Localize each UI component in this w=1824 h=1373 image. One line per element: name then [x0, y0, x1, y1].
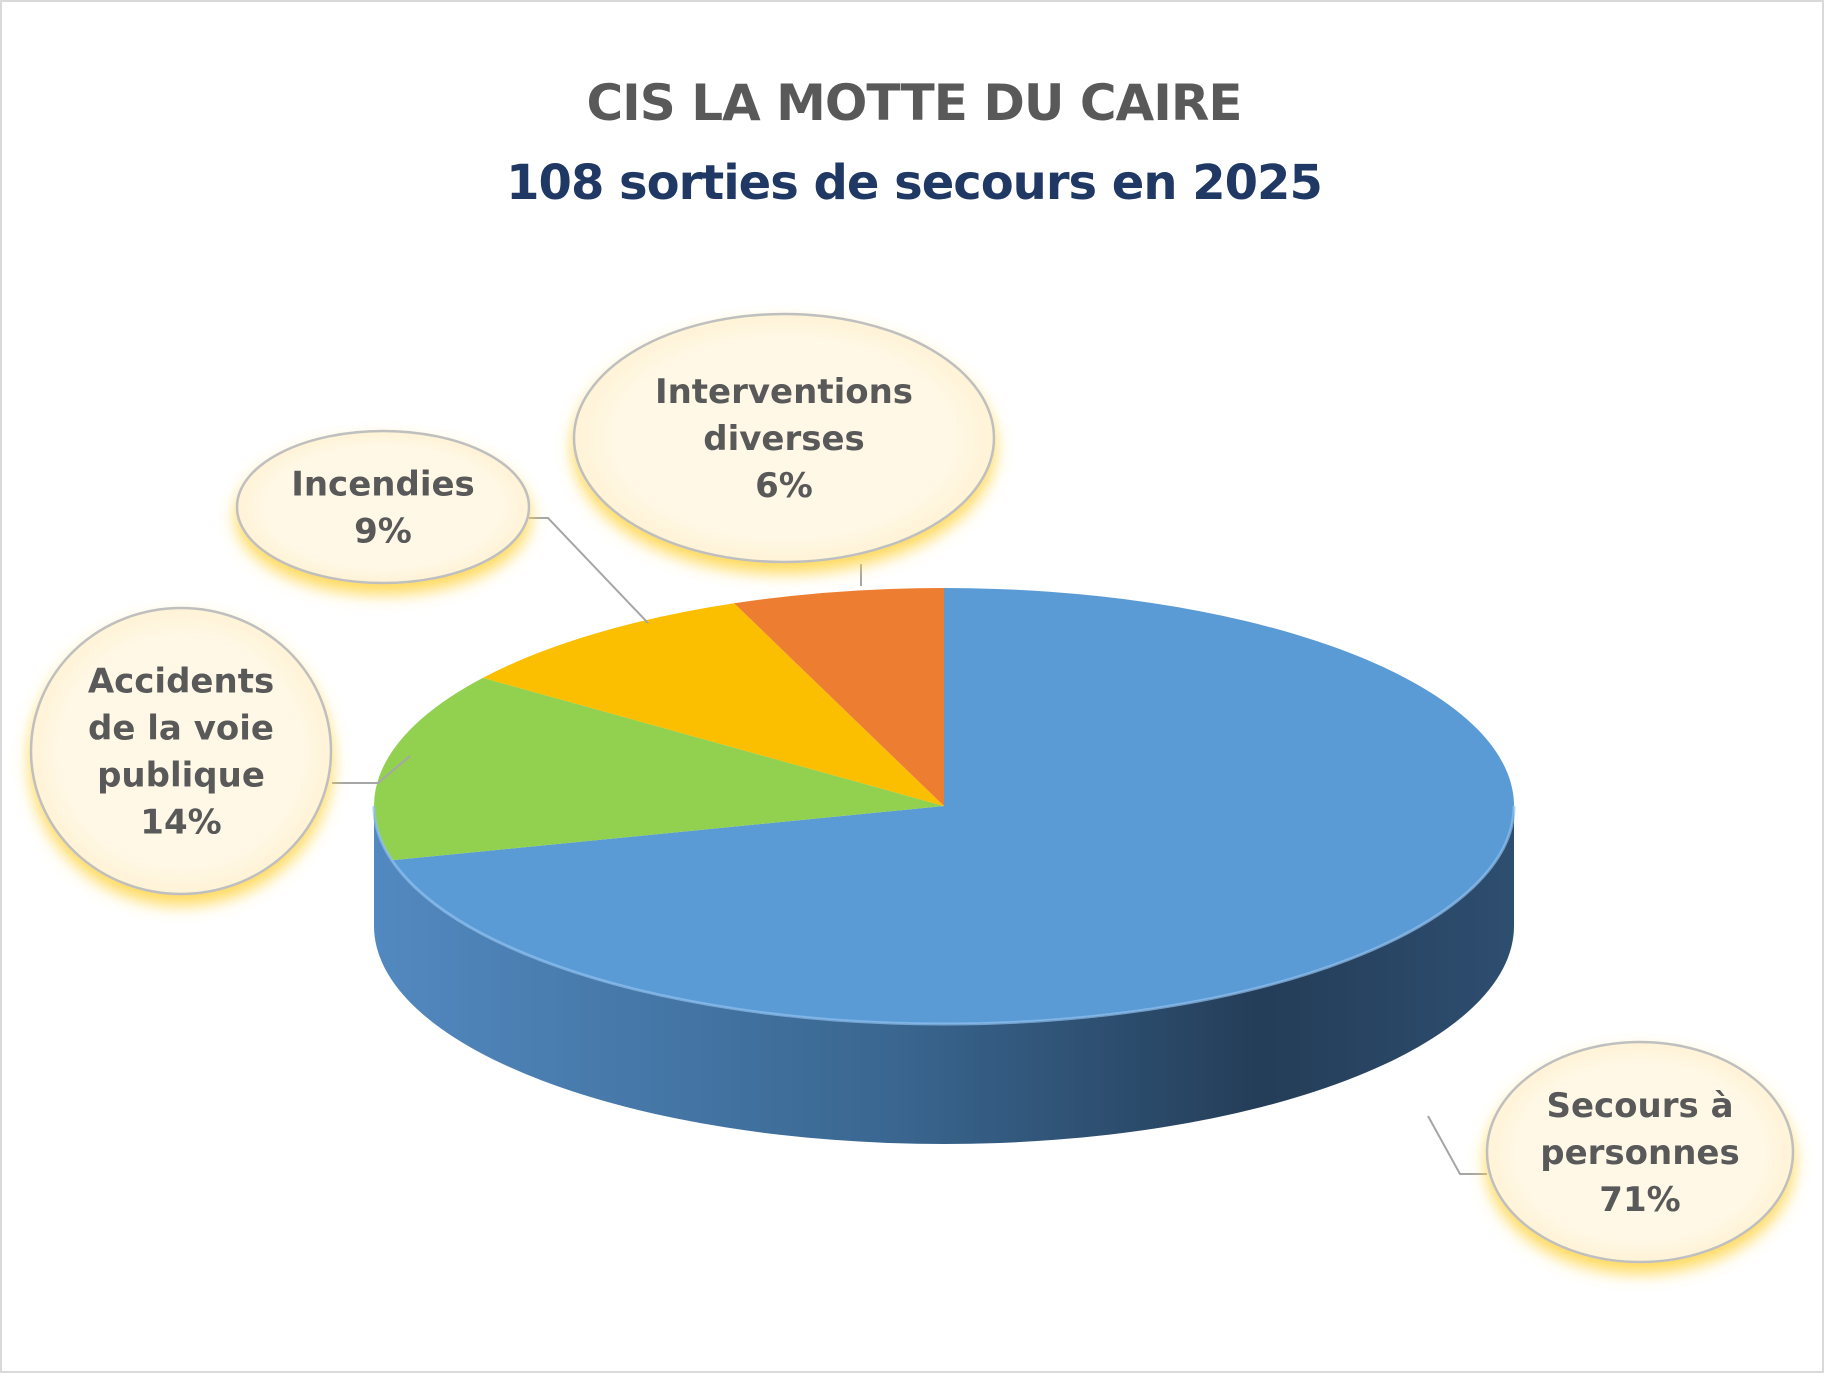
- slice-label-3-0: Interventions: [655, 372, 913, 412]
- slice-labels: Secours à personnes 71% Accidents de la voie…: [29, 312, 1795, 1264]
- slice-label-2-0: Incendies: [291, 465, 475, 505]
- callout-bubble-1: [29, 606, 333, 896]
- slice-label-0-1: personnes: [1540, 1133, 1739, 1173]
- pie-rim-highlight: [372, 805, 1516, 1026]
- pie-slice-1: [373, 677, 944, 861]
- pie-slice-3: [734, 588, 944, 806]
- slice-percent-1: 14%: [140, 803, 221, 843]
- callout-bubble-3: [572, 312, 996, 564]
- slice-percent-3: 6%: [755, 466, 813, 506]
- chart-title: CIS LA MOTTE DU CAIRE: [586, 74, 1242, 132]
- slice-label-1-2: publique: [97, 756, 265, 796]
- chart-subtitle: 108 sorties de secours en 2025: [506, 155, 1323, 211]
- slice-percent-0: 71%: [1599, 1180, 1680, 1220]
- pie-slice-2: [482, 603, 944, 806]
- slice-label-1-0: Accidents: [88, 662, 274, 702]
- pie-side-wall: [374, 806, 1514, 1144]
- slice-label-1-1: de la voie: [88, 709, 274, 749]
- slice-label-3-1: diverses: [703, 419, 865, 459]
- slice-percent-2: 9%: [354, 512, 412, 552]
- slice-label-0-0: Secours à: [1546, 1086, 1733, 1126]
- pie-group: [372, 588, 1516, 1144]
- callout-bubble-2: [235, 429, 531, 585]
- leader-line-2: [529, 517, 649, 624]
- leader-lines: [332, 517, 1487, 1175]
- leader-line-1: [332, 755, 411, 784]
- callout-bubble-0: [1485, 1040, 1795, 1264]
- pie-slice-0: [391, 588, 1515, 1024]
- leader-line-0: [1427, 1115, 1487, 1175]
